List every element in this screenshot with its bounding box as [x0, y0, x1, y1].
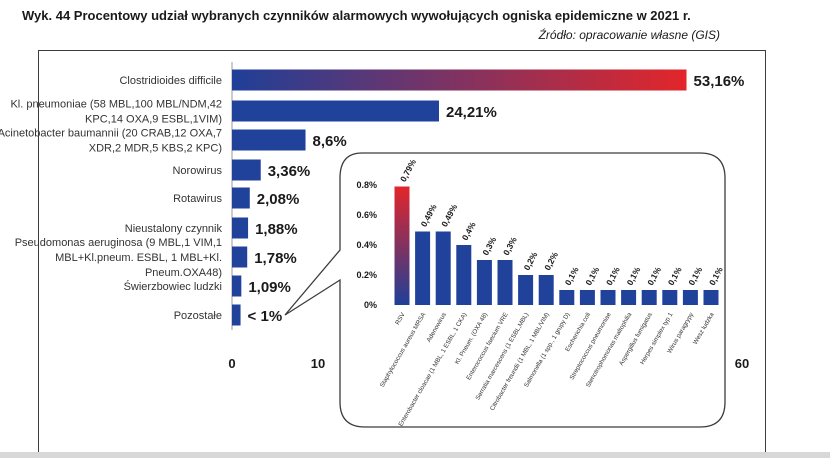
main-category-label: XDR,2 MDR,5 KBS,2 KPC) — [89, 143, 222, 155]
inset-bar — [415, 231, 431, 305]
inset-bar — [538, 275, 554, 305]
main-bar — [232, 159, 261, 181]
main-bar — [232, 129, 306, 151]
main-data-label: 3,36% — [268, 163, 311, 180]
inset-bar — [579, 290, 595, 305]
inset-bar — [703, 290, 719, 305]
main-category-label: Pozostałe — [174, 310, 222, 322]
main-data-label: 2,08% — [257, 191, 300, 208]
main-bar — [232, 187, 250, 209]
chart-source: Źródło: opracowanie własne (GIS) — [538, 28, 720, 42]
main-data-label: 8,6% — [313, 133, 347, 150]
main-category-label: Clostridioides difficile — [119, 75, 222, 87]
main-category-label: Pneum.OXA48) — [145, 267, 222, 279]
inset-bar — [435, 231, 451, 305]
main-data-label: < 1% — [248, 308, 283, 325]
inset-y-tick-label: 0.4% — [356, 240, 377, 250]
main-category-label: Norowirus — [172, 165, 222, 177]
inset-bar — [662, 290, 678, 305]
main-data-label: 1,09% — [248, 279, 291, 296]
inset-y-tick-label: 0.8% — [356, 180, 377, 190]
main-category-label: Rotawirus — [173, 193, 222, 205]
inset-bar — [641, 290, 657, 305]
inset-bar — [682, 290, 698, 305]
inset-bar — [456, 245, 472, 305]
main-bar — [232, 217, 249, 239]
main-bar — [232, 304, 241, 326]
main-bar-chart: 53,16% Clostridioides difficile 24,21% Kl. … — [0, 62, 749, 371]
main-x-tick-label: 0 — [228, 356, 235, 371]
inset-bar — [476, 260, 492, 305]
main-category-label: Acinetobacter baumannii (20 CRAB,12 OXA,… — [0, 128, 222, 140]
inset-bar — [621, 290, 637, 305]
main-category-label: Kl. pneumoniae (58 MBL,100 MBL/NDM,42 — [10, 99, 222, 111]
main-category-label: Pseudomonas aeruginosa (9 MBL,1 VIM,1 — [15, 237, 222, 249]
main-bar — [232, 100, 439, 122]
inset-bar-chart: 0%0.2%0.4%0.6%0.8%0,79%RSV0,49%Staphyloc… — [284, 152, 726, 428]
main-category-label: KPC,14 OXA,9 ESBL,1VIM) — [85, 114, 222, 126]
main-data-label: 1,88% — [255, 221, 298, 238]
bottom-strip — [0, 452, 830, 458]
main-x-tick-label: 60 — [735, 356, 749, 371]
inset-y-tick-label: 0.2% — [356, 270, 377, 280]
chart-title: Wyk. 44 Procentowy udział wybranych czyn… — [22, 8, 691, 23]
main-bar — [232, 275, 242, 297]
main-bar — [232, 246, 248, 268]
inset-y-tick-label: 0.6% — [356, 210, 377, 220]
inset-y-tick-label: 0% — [364, 300, 377, 310]
main-category-label: MBL+Kl.pneum. ESBL, 1 MBL+Kl. — [55, 252, 222, 264]
inset-bar — [559, 290, 575, 305]
inset-bar — [394, 186, 410, 305]
inset-bar — [518, 275, 534, 305]
main-category-label: Nieustalony czynnik — [125, 223, 223, 235]
main-data-label: 53,16% — [694, 73, 745, 90]
main-category-label: Świerzbowiec ludzki — [124, 280, 222, 293]
main-data-label: 24,21% — [446, 104, 497, 121]
main-bar — [232, 69, 687, 91]
main-data-label: 1,78% — [254, 250, 297, 267]
main-x-tick-label: 10 — [311, 356, 325, 371]
inset-bar — [600, 290, 616, 305]
inset-bar — [497, 260, 513, 305]
